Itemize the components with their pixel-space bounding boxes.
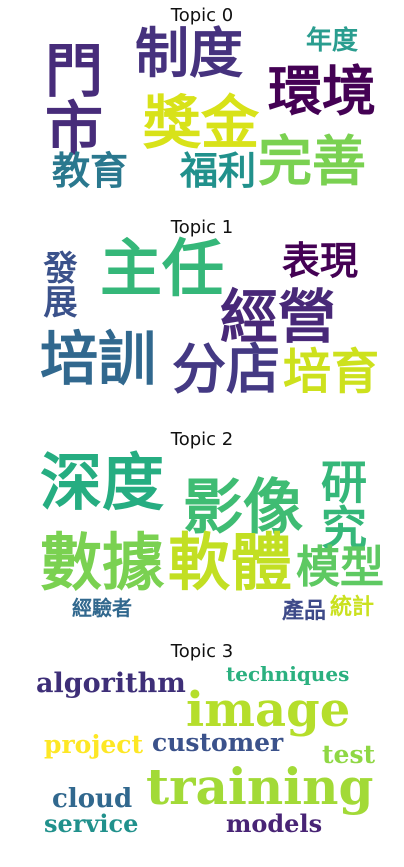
cloud-word: 經驗者 xyxy=(72,596,132,620)
panel-title: Topic 0 xyxy=(170,5,234,26)
cloud-word: 教育 xyxy=(52,148,129,193)
cloud-word: cloud xyxy=(52,784,133,814)
cloud-word: test xyxy=(322,740,376,769)
cloud-word: 模型 xyxy=(296,542,384,593)
cloud-word: techniques xyxy=(226,662,350,686)
panel-title: Topic 2 xyxy=(170,429,234,450)
cloud-word: 制度 xyxy=(135,21,243,85)
cloud-word: 環境 xyxy=(268,59,376,123)
cloud-word: 年度 xyxy=(306,26,359,56)
topic-panel-1: Topic 1 發展 主任 表現 經營 培訓 分店 培育 xyxy=(0,212,404,424)
cloud-word: 數據 xyxy=(40,526,165,599)
cloud-word: models xyxy=(226,809,323,838)
topic-panel-2: Topic 2 深度 影像 研究 數據 軟體 模型 經驗者 產品 統計 xyxy=(0,424,404,636)
cloud-word: algorithm xyxy=(36,668,186,699)
cloud-word: training xyxy=(146,757,374,816)
cloud-word: 門市 xyxy=(35,40,103,156)
word-cloud: 門市 制度 年度 環境 獎金 教育 福利 完善 xyxy=(0,0,404,212)
cloud-word: 經營 xyxy=(220,283,337,351)
topic-panel-3: Topic 3 algorithm techniques image proje… xyxy=(0,636,404,848)
word-cloud: 深度 影像 研究 數據 軟體 模型 經驗者 產品 統計 xyxy=(0,424,404,636)
panel-title: Topic 1 xyxy=(170,217,234,238)
cloud-word: 研究 xyxy=(314,458,368,550)
cloud-word: 培訓 xyxy=(40,325,157,393)
cloud-word: 影像 xyxy=(183,473,303,543)
cloud-word: service xyxy=(44,809,139,838)
cloud-word: 深度 xyxy=(40,446,165,519)
cloud-word: 軟體 xyxy=(168,526,293,599)
cloud-word: 培育 xyxy=(283,344,380,400)
cloud-word: customer xyxy=(152,728,284,757)
cloud-word: 統計 xyxy=(330,594,375,620)
topic-panel-0: Topic 0 門市 制度 年度 環境 獎金 教育 福利 完善 xyxy=(0,0,404,212)
cloud-word: image xyxy=(186,682,351,738)
cloud-word: 分店 xyxy=(172,337,280,401)
panel-title: Topic 3 xyxy=(170,641,234,662)
cloud-word: 發展 xyxy=(37,250,77,318)
cloud-word: 主任 xyxy=(100,232,225,305)
cloud-word: 福利 xyxy=(180,148,257,193)
cloud-word: 表現 xyxy=(282,238,359,283)
word-cloud: 發展 主任 表現 經營 培訓 分店 培育 xyxy=(0,212,404,424)
cloud-word: project xyxy=(44,730,144,759)
cloud-word: 產品 xyxy=(282,598,327,624)
word-cloud: algorithm techniques image project custo… xyxy=(0,636,404,848)
cloud-word: 獎金 xyxy=(143,89,260,157)
cloud-word: 完善 xyxy=(258,129,366,193)
